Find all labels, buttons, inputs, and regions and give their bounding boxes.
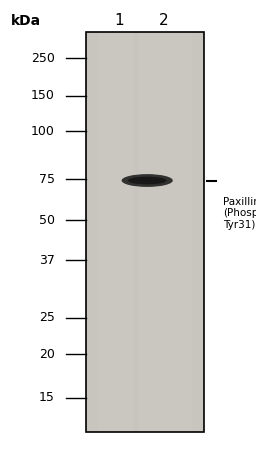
- Text: 100: 100: [31, 125, 55, 138]
- Ellipse shape: [122, 174, 173, 187]
- Bar: [139, 32, 192, 432]
- Text: 25: 25: [39, 311, 55, 324]
- Bar: [98, 32, 133, 432]
- Text: 150: 150: [31, 90, 55, 102]
- Ellipse shape: [128, 177, 166, 184]
- Bar: [86, 32, 204, 432]
- Text: 1: 1: [114, 13, 124, 28]
- Text: kDa: kDa: [10, 14, 41, 27]
- Text: 2: 2: [159, 13, 169, 28]
- Text: 75: 75: [39, 173, 55, 186]
- Text: 15: 15: [39, 391, 55, 404]
- Text: 250: 250: [31, 52, 55, 65]
- Text: 37: 37: [39, 254, 55, 267]
- Text: Paxillin
(Phospho-
Tyr31): Paxillin (Phospho- Tyr31): [223, 197, 256, 230]
- Bar: [86, 32, 204, 432]
- Text: 20: 20: [39, 348, 55, 361]
- Text: 50: 50: [39, 214, 55, 227]
